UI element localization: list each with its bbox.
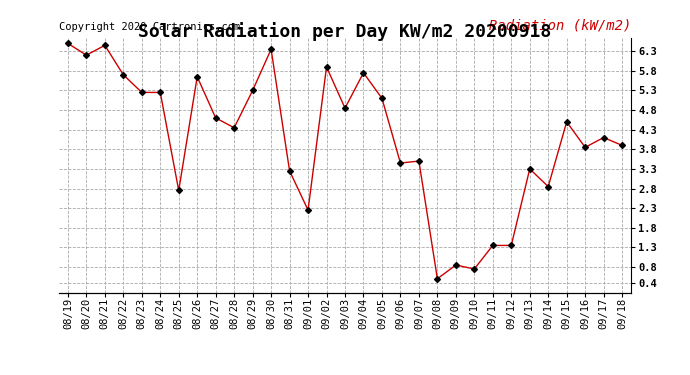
Text: Solar Radiation per Day KW/m2 20200918: Solar Radiation per Day KW/m2 20200918 bbox=[139, 22, 551, 42]
Text: Copyright 2020 Cartronics.com: Copyright 2020 Cartronics.com bbox=[59, 22, 240, 32]
Text: Radiation (kW/m2): Radiation (kW/m2) bbox=[489, 18, 631, 32]
